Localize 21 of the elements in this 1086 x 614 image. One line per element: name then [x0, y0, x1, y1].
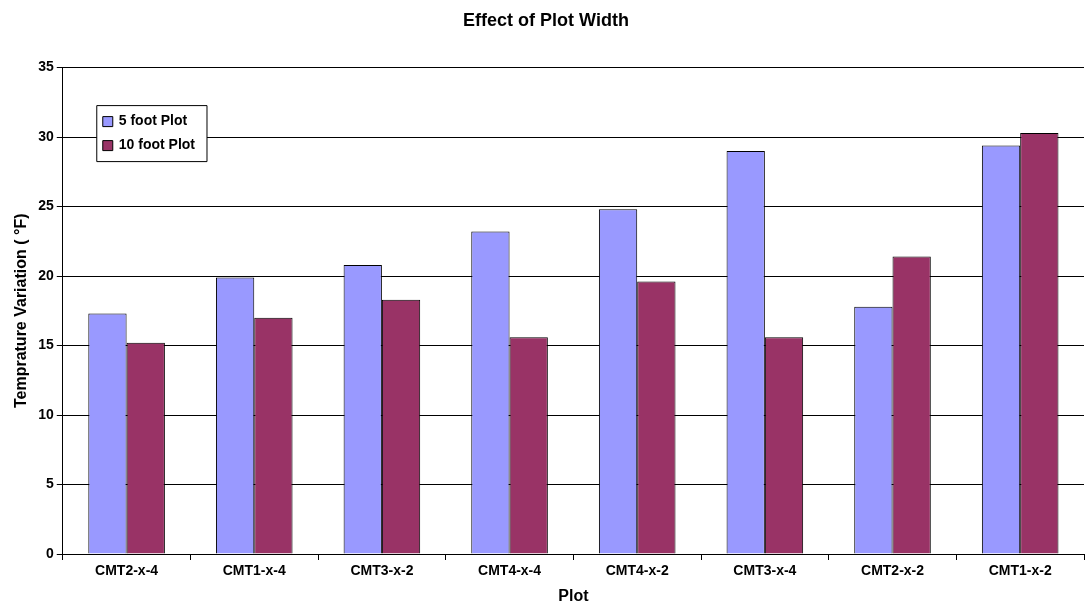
y-tick-label: 5: [45, 475, 54, 492]
x-tick-label: CMT4-x-4: [478, 562, 542, 579]
y-tick-label: 20: [38, 266, 54, 283]
x-tick-label: CMT4-x-2: [605, 562, 669, 579]
x-tick-label: CMT1-x-4: [222, 562, 286, 579]
x-tick-label: CMT2-x-4: [95, 562, 159, 579]
y-tick-label: 0: [45, 544, 54, 561]
x-tick-label: CMT1-x-2: [988, 562, 1052, 579]
legend-label: 10 foot Plot: [118, 136, 196, 153]
y-tick-label: 35: [38, 58, 54, 75]
x-tick-label: CMT3-x-2: [350, 562, 414, 579]
y-tick-label: 30: [38, 127, 54, 144]
x-tick-label: CMT2-x-2: [861, 562, 925, 579]
y-tick-label: 15: [38, 336, 54, 353]
y-tick-label: 10: [38, 405, 54, 422]
x-axis-title: Plot: [558, 586, 590, 604]
x-tick-label: CMT3-x-4: [733, 562, 797, 579]
y-axis-title: Temprature Variation ( °F): [12, 213, 30, 409]
legend-label: 5 foot Plot: [118, 112, 188, 129]
y-tick-label: 25: [38, 197, 54, 214]
chart-title: Effect of Plot Width: [463, 9, 629, 30]
